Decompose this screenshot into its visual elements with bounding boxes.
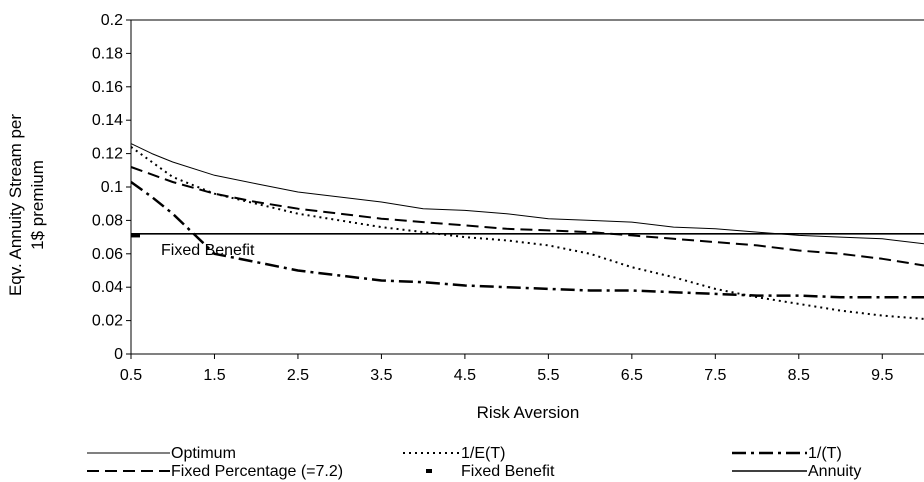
y-tick-label: 0.16 xyxy=(92,79,123,96)
x-axis-title: Risk Aversion xyxy=(477,403,580,422)
y-axis-title: Eqv. Annuity Stream per 1$ premium xyxy=(6,114,47,296)
y-tick-label: 0.04 xyxy=(92,279,123,296)
series xyxy=(130,143,924,320)
x-tick-label: 6.5 xyxy=(621,367,643,384)
y-tick-label: 0.2 xyxy=(101,12,123,29)
y-tick-label: 0.08 xyxy=(92,212,123,229)
legend-label-optimum: Optimum xyxy=(171,445,236,462)
y-tick-label: 0.14 xyxy=(92,112,123,129)
x-tick-label: 3.5 xyxy=(370,367,392,384)
x-tick-label: 5.5 xyxy=(537,367,559,384)
y-tick-label: 0.06 xyxy=(92,246,123,263)
y-tick-label: 0.1 xyxy=(101,179,123,196)
y-tick-label: 0.18 xyxy=(92,45,123,62)
x-axis: 0.5 1.5 2.5 3.5 4.5 5.5 6.5 7.5 8.5 9.5 xyxy=(120,353,924,384)
y-tick-label: 0 xyxy=(114,346,123,363)
legend: Optimum 1/E(T) 1/(T) Fixed Percentage (=7.2… xyxy=(87,445,861,480)
legend-label-fixed-benefit: Fixed Benefit xyxy=(461,463,555,480)
x-tick-label: 7.5 xyxy=(704,367,726,384)
plot-area xyxy=(130,19,924,354)
legend-swatch-fixed-benefit xyxy=(426,469,432,473)
series-line-1-t xyxy=(130,180,924,299)
fixed-benefit-annotation: Fixed Benefit xyxy=(161,242,255,259)
y-axis: 0 0.02 0.04 0.06 0.08 0.1 0.12 0.14 0.16 0.18 0.2 xyxy=(92,12,131,363)
y-tick-label: 0.12 xyxy=(92,146,123,163)
y-axis-title-line-1: Eqv. Annuity Stream per xyxy=(6,114,25,296)
legend-label-1-t: 1/(T) xyxy=(808,445,842,462)
x-tick-label: 0.5 xyxy=(120,367,142,384)
y-axis-title-line-2: 1$ premium xyxy=(28,160,47,250)
x-tick-label: 8.5 xyxy=(788,367,810,384)
x-tick-label: 1.5 xyxy=(203,367,225,384)
series-line-1-e-t xyxy=(130,146,924,320)
legend-label-annuity: Annuity xyxy=(808,463,861,480)
series-point-fixed-benefit xyxy=(131,233,140,238)
x-tick-label: 2.5 xyxy=(287,367,309,384)
x-tick-label: 4.5 xyxy=(454,367,476,384)
series-line-fixed-percentage-7-2 xyxy=(130,166,924,267)
legend-label-fixed-percentage-7-2: Fixed Percentage (=7.2) xyxy=(171,463,343,480)
legend-label-1-e-t: 1/E(T) xyxy=(461,445,505,462)
y-tick-label: 0.02 xyxy=(92,313,123,330)
x-tick-label: 9.5 xyxy=(871,367,893,384)
